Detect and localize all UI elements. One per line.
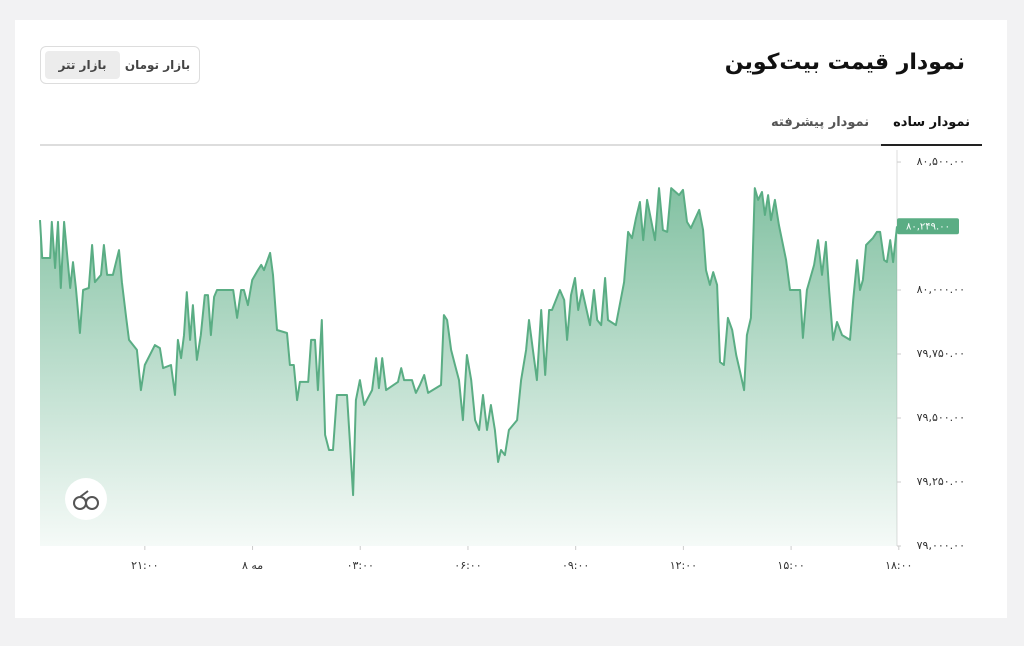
tab[interactable]: نمودار پیشرفته <box>771 115 870 130</box>
x-tick-label: ۲۱:۰۰ <box>131 559 158 572</box>
y-tick-label: ۸۰,۰۰۰.۰۰ <box>917 283 965 296</box>
x-tick-label: ۱۵:۰۰ <box>777 559 804 572</box>
logo <box>65 478 107 520</box>
plot: ۷۹,۰۰۰.۰۰ ۷۹,۲۵۰.۰۰ ۷۹,۵۰۰.۰۰ ۷۹,۷۵۰.۰۰ ۸۰,۰… <box>39 155 965 552</box>
y-tick-label: ۷۹,۵۰۰.۰۰ <box>917 411 965 424</box>
x-tick-label: ۰۹:۰۰ <box>562 559 589 572</box>
x-tick-label: ۰۶:۰۰ <box>454 559 481 572</box>
y-tick-label: ۷۹,۰۰۰.۰۰ <box>917 539 965 552</box>
x-tick-label: ۸ مه <box>242 559 263 572</box>
x-tick-label: ۱۲:۰۰ <box>670 559 697 572</box>
market-button[interactable]: بازار تتر <box>45 51 120 79</box>
tabs: نمودار ساده نمودار پیشرفته <box>40 108 982 146</box>
y-tick-label: ۷۹,۷۵۰.۰۰ <box>917 347 965 360</box>
line <box>39 187 898 497</box>
market-toggle: بازار تومان بازار تتر <box>40 46 200 84</box>
title: نمودار قیمت بیت‌کوین <box>724 50 965 75</box>
x-tick-label: ۱۸:۰۰ <box>885 559 912 572</box>
y-tick-label: ۸۰,۵۰۰.۰۰ <box>917 155 965 168</box>
market-button[interactable]: بازار تومان <box>124 58 191 72</box>
current-price-box <box>897 218 959 235</box>
y-tick-label: ۷۹,۲۵۰.۰۰ <box>917 475 965 488</box>
current-price-label: ۸۰,۲۴۹.۰۰ <box>906 221 950 232</box>
x-tick-label: ۰۳:۰۰ <box>347 559 374 572</box>
tab[interactable]: نمودار ساده <box>881 108 982 146</box>
